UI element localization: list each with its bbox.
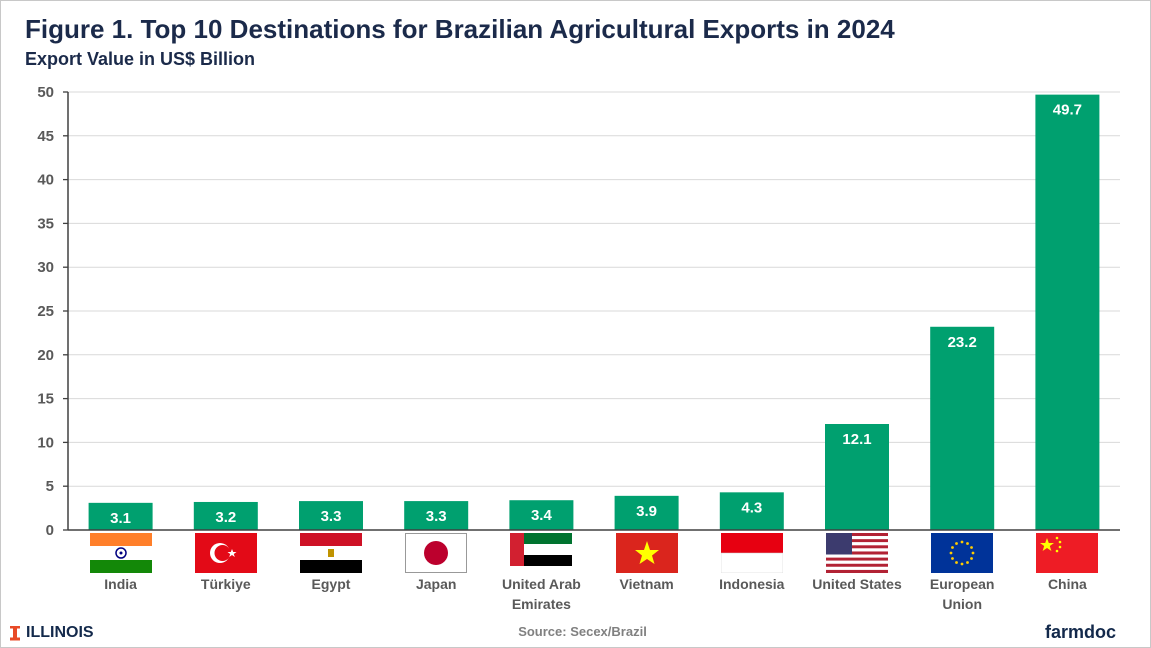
china-flag-icon bbox=[1036, 533, 1099, 573]
illinois-i-icon bbox=[10, 625, 20, 641]
bar bbox=[193, 501, 258, 530]
india-flag-icon bbox=[89, 533, 152, 573]
uae-flag-icon bbox=[510, 533, 573, 573]
source-note: Source: Secex/Brazil bbox=[0, 624, 1151, 639]
category-label-line: Türkiye bbox=[200, 576, 251, 592]
category-label-line: United Arab bbox=[501, 576, 581, 592]
chart-subtitle: Export Value in US$ Billion bbox=[25, 49, 256, 69]
category-label: India bbox=[69, 574, 173, 594]
data-label: 23.2 bbox=[948, 334, 977, 351]
data-label: 4.3 bbox=[741, 499, 762, 516]
turkey-flag-icon bbox=[194, 533, 257, 573]
bar bbox=[614, 495, 679, 530]
y-tick-label: 40 bbox=[37, 172, 54, 189]
category-label: European Union bbox=[910, 574, 1014, 614]
bar bbox=[825, 424, 889, 530]
category-label: Indonesia bbox=[700, 574, 804, 594]
y-tick-label: 25 bbox=[37, 303, 54, 320]
category-label-line: European bbox=[929, 576, 995, 592]
category-label: Vietnam bbox=[595, 574, 699, 594]
data-label: 3.3 bbox=[426, 508, 447, 525]
illinois-logo-text: ILLINOIS bbox=[26, 624, 94, 641]
y-tick-label: 20 bbox=[37, 347, 54, 364]
y-tick-label: 50 bbox=[37, 84, 54, 101]
chart-title: Figure 1. Top 10 Destinations for Brazil… bbox=[25, 14, 895, 44]
egypt-flag-icon bbox=[300, 533, 362, 573]
category-label: Egypt bbox=[279, 574, 383, 594]
y-tick-label: 35 bbox=[37, 215, 54, 232]
farmdoc-logo: farmdoc bbox=[1044, 622, 1116, 642]
category-label-line: United States bbox=[812, 576, 902, 592]
illinois-logo: ILLINOIS bbox=[10, 624, 94, 642]
category-label-line: Vietnam bbox=[619, 576, 674, 592]
bar bbox=[404, 501, 469, 530]
data-label: 49.7 bbox=[1053, 102, 1082, 119]
y-tick-label: 0 bbox=[46, 522, 54, 539]
category-label-line: India bbox=[104, 576, 137, 592]
vietnam-flag-icon bbox=[615, 533, 678, 573]
bar bbox=[299, 501, 363, 530]
data-label: 3.9 bbox=[636, 503, 657, 520]
y-tick-label: 45 bbox=[37, 128, 54, 145]
eu-flag-icon bbox=[931, 533, 994, 573]
source-text: Source: Secex/Brazil bbox=[518, 624, 647, 639]
category-label-line: Union bbox=[942, 596, 983, 612]
y-tick-label: 15 bbox=[37, 391, 54, 408]
data-label: 3.3 bbox=[321, 508, 342, 525]
bar bbox=[88, 502, 153, 530]
y-tick-label: 5 bbox=[46, 478, 54, 495]
category-label-line: Indonesia bbox=[719, 576, 785, 592]
data-label: 12.1 bbox=[842, 431, 871, 448]
category-label-line: Emirates bbox=[511, 596, 571, 612]
data-label: 3.4 bbox=[531, 507, 553, 524]
bar bbox=[509, 500, 574, 530]
y-tick-label: 10 bbox=[37, 434, 54, 451]
category-label: United Arab Emirates bbox=[489, 574, 593, 614]
category-label-line: China bbox=[1047, 576, 1087, 592]
bar bbox=[930, 326, 995, 530]
category-label: Japan bbox=[384, 574, 488, 594]
bar bbox=[719, 492, 784, 530]
data-label: 3.2 bbox=[215, 509, 236, 526]
bar bbox=[1035, 94, 1100, 531]
category-label: Türkiye bbox=[174, 574, 278, 594]
category-label: China bbox=[1015, 574, 1119, 594]
category-label-line: Egypt bbox=[311, 576, 351, 592]
y-tick-label: 30 bbox=[37, 259, 54, 276]
category-label-line: Japan bbox=[415, 576, 457, 592]
japan-flag-icon bbox=[405, 533, 468, 573]
category-label: United States bbox=[805, 574, 909, 594]
usa-flag-icon bbox=[826, 533, 888, 573]
data-label: 3.1 bbox=[110, 510, 131, 527]
indonesia-flag-icon bbox=[720, 533, 784, 574]
